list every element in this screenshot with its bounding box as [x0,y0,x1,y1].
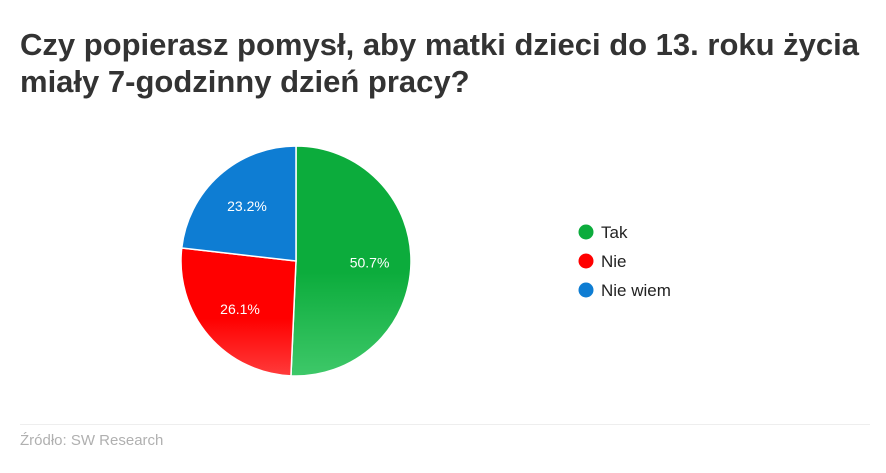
legend-label: Tak [601,223,628,242]
legend-swatch [578,253,594,269]
legend-item-nie[interactable]: Nie [578,252,627,271]
footer-divider [20,424,870,425]
slice-label-nie-wiem: 23.2% [227,198,267,214]
slice-label-tak: 50.7% [350,255,390,271]
pie-slice-nie[interactable] [180,247,297,377]
legend-item-nie-wiem[interactable]: Nie wiem [578,281,671,300]
chart-title-line-2: miały 7-godzinny dzień pracy? [20,64,470,99]
chart-title-line-1: Czy popierasz pomysł, aby matki dzieci d… [20,27,860,62]
source-note: Źródło: SW Research [20,432,164,449]
pie-slice-nie-wiem[interactable] [180,145,297,262]
legend-item-tak[interactable]: Tak [578,223,628,242]
legend-label: Nie wiem [601,281,671,300]
legend-label: Nie [601,252,627,271]
legend-swatch [578,282,594,298]
chart-title: Czy popierasz pomysł, aby matki dzieci d… [20,26,870,100]
legend-swatch [578,224,594,240]
slice-label-nie: 26.1% [220,301,260,317]
pie-slice-tak[interactable] [290,145,412,377]
